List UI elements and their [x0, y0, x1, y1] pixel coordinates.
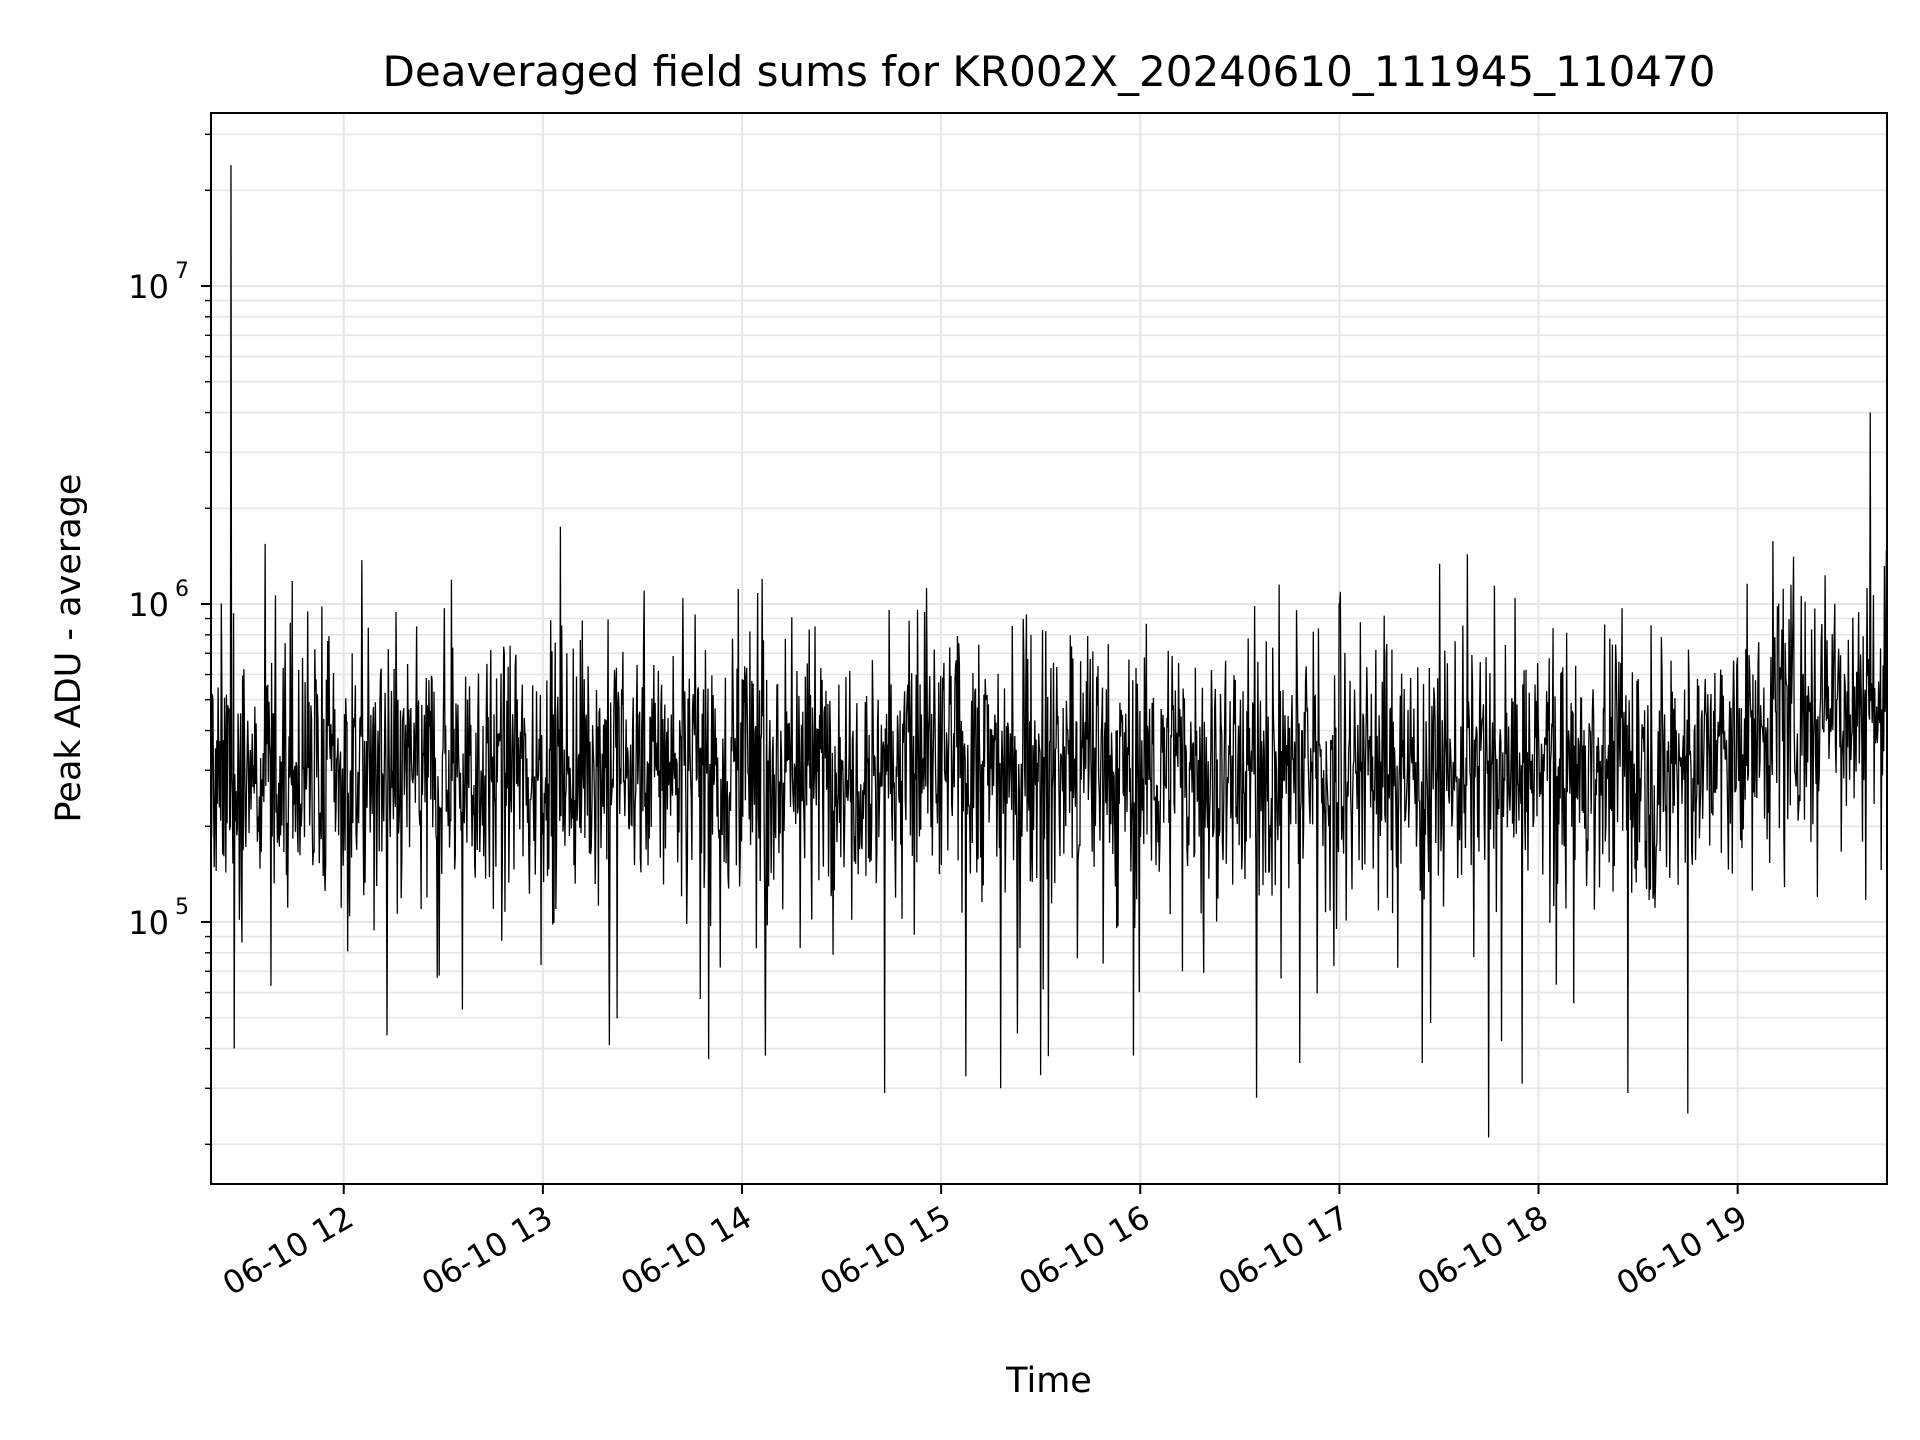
series-line	[210, 165, 1888, 1138]
plot-area-frame	[210, 112, 1888, 1185]
y-tick-label: 10	[128, 904, 169, 942]
y-tick-label: 10	[128, 586, 169, 624]
y-tick-exponent: 5	[175, 895, 189, 920]
y-tick-exponent: 7	[175, 259, 189, 284]
y-axis-label: Peak ADU - average	[49, 474, 89, 823]
series-trace	[210, 165, 1888, 1138]
chart-title: Deaveraged field sums for KR002X_2024061…	[383, 47, 1716, 96]
y-tick-exponent: 6	[175, 577, 189, 602]
x-axis-label: Time	[1005, 1361, 1092, 1401]
y-tick-label: 10	[128, 268, 169, 306]
